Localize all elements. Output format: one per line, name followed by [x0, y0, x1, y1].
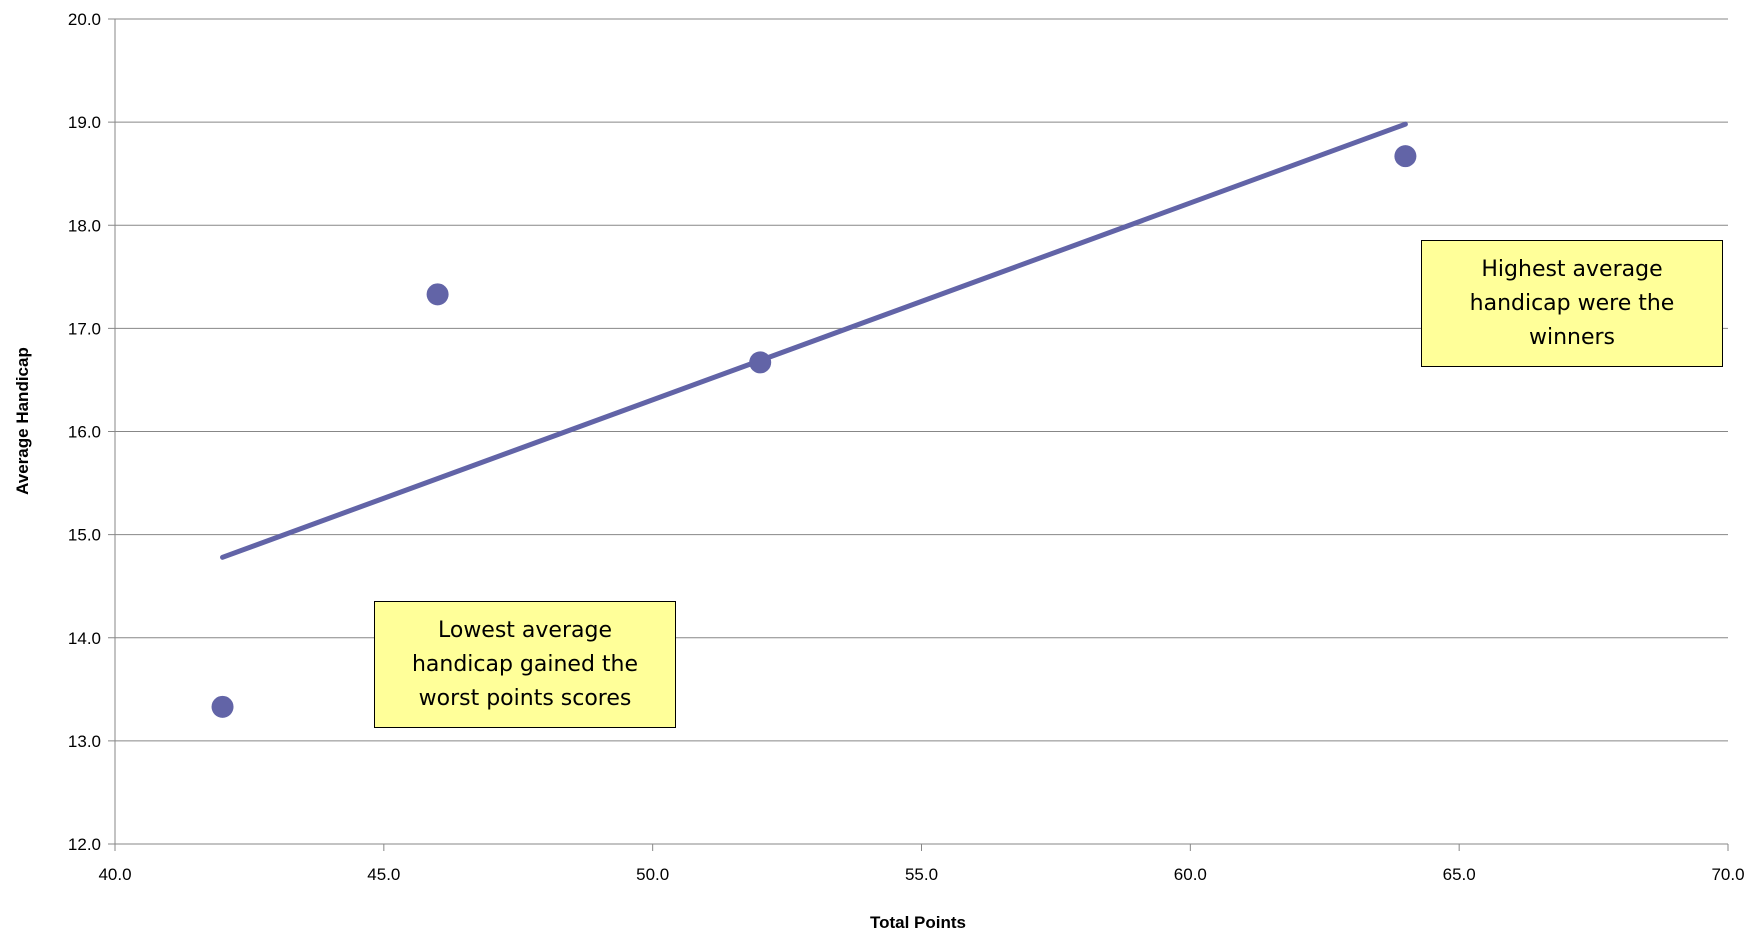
gridlines [115, 18, 1728, 742]
y-tick-label: 13.0 [68, 732, 101, 751]
y-tick-labels: 12.0 13.0 14.0 15.0 16.0 17.0 18.0 19.0 20.0 [68, 10, 101, 854]
axes [108, 18, 1729, 851]
x-tick-label: 40.0 [98, 865, 131, 884]
data-points [211, 145, 1417, 718]
y-tick-label: 14.0 [68, 629, 101, 648]
x-axis-title: Total Points [870, 913, 966, 932]
x-tick-labels: 40.0 45.0 50.0 55.0 60.0 65.0 70.0 [98, 865, 1744, 884]
data-point [749, 351, 772, 374]
y-tick-label: 16.0 [68, 423, 101, 442]
annotation-highest-handicap: Highest average handicap were the winner… [1421, 240, 1723, 367]
x-tick-label: 60.0 [1174, 865, 1207, 884]
data-point [211, 695, 234, 718]
x-tick-label: 70.0 [1711, 865, 1744, 884]
trendline-group [220, 121, 1408, 560]
x-tick-label: 55.0 [905, 865, 938, 884]
y-tick-label: 20.0 [68, 10, 101, 29]
trendline [220, 121, 1408, 560]
y-tick-label: 19.0 [68, 113, 101, 132]
y-tick-label: 17.0 [68, 319, 101, 338]
data-point [426, 283, 449, 306]
x-tick-label: 50.0 [636, 865, 669, 884]
data-point [1394, 145, 1417, 168]
x-tick-label: 45.0 [367, 865, 400, 884]
x-tick-label: 65.0 [1443, 865, 1476, 884]
y-tick-label: 18.0 [68, 216, 101, 235]
y-axis-title: Average Handicap [13, 347, 32, 495]
annotation-lowest-handicap: Lowest average handicap gained the worst… [374, 601, 676, 728]
y-tick-label: 12.0 [68, 835, 101, 854]
y-tick-label: 15.0 [68, 526, 101, 545]
